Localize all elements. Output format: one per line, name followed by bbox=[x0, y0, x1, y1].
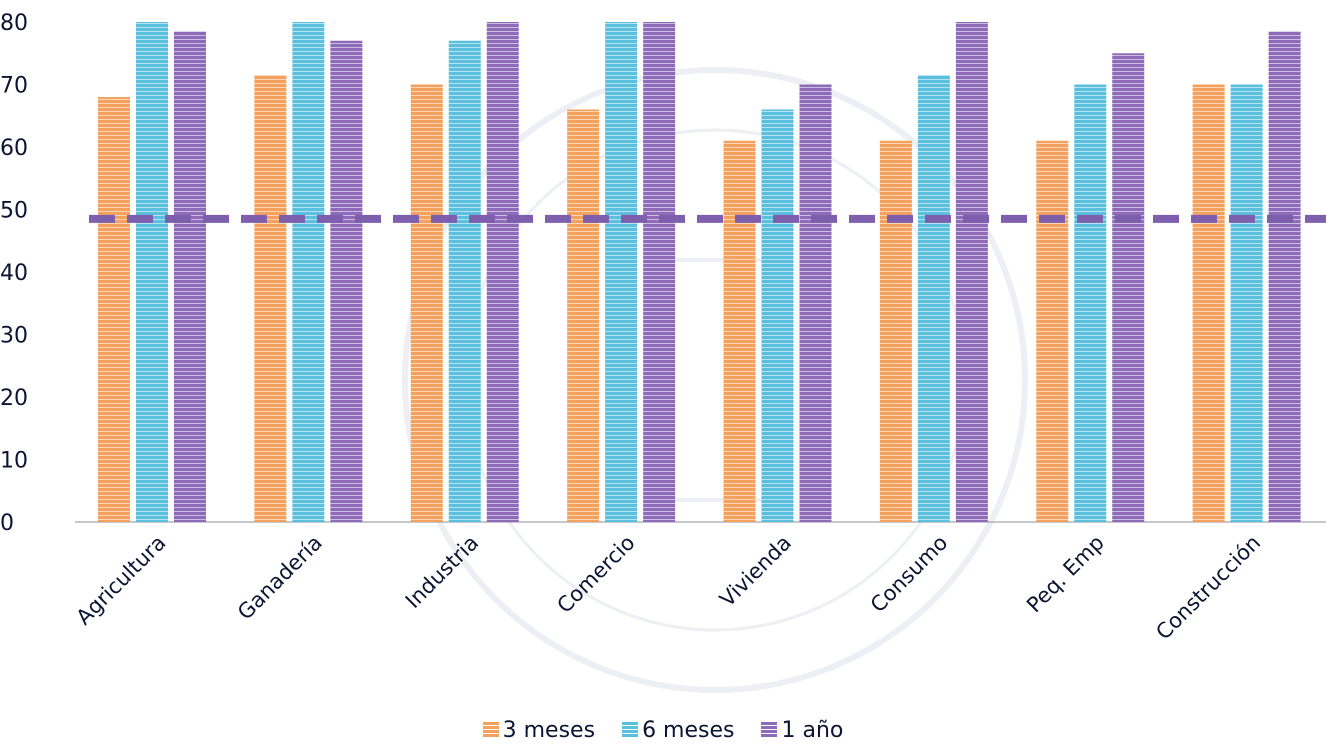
legend-item-1-ano: 1 año bbox=[761, 718, 843, 743]
y-tick-label: 40 bbox=[0, 261, 28, 286]
x-category-label: Comercio bbox=[552, 531, 639, 618]
y-tick-label: 60 bbox=[0, 136, 28, 161]
bar-6-meses bbox=[761, 109, 794, 522]
legend: 3 meses 6 meses 1 año bbox=[0, 718, 1326, 743]
y-tick-label: 20 bbox=[0, 386, 28, 411]
bar-3-meses bbox=[410, 84, 443, 522]
legend-item-6-meses: 6 meses bbox=[622, 718, 734, 743]
legend-swatch bbox=[761, 722, 778, 738]
x-category-label: Vivienda bbox=[715, 531, 796, 612]
y-tick-label: 30 bbox=[0, 324, 28, 349]
x-category-label: Agricultura bbox=[72, 531, 171, 630]
legend-label: 3 meses bbox=[502, 718, 596, 743]
x-category-label: Construcción bbox=[1151, 531, 1265, 645]
bar-3-meses bbox=[567, 109, 600, 522]
y-tick-label: 50 bbox=[0, 199, 28, 224]
x-category-label: Peq. Emp bbox=[1022, 531, 1109, 618]
x-category-label: Industria bbox=[401, 531, 483, 613]
bar-chart: 0 10 20 30 40 50 60 70 80 Agricultura Ganadería In… bbox=[0, 11, 1326, 645]
category-labels: Agricultura Ganadería Industria Comercio Viv… bbox=[72, 531, 1266, 645]
y-tick-label: 70 bbox=[0, 74, 28, 99]
legend-label: 1 año bbox=[781, 718, 844, 743]
y-tick-label: 10 bbox=[0, 449, 28, 474]
bar-1-año bbox=[1112, 53, 1145, 522]
bar-3-meses bbox=[879, 140, 912, 522]
x-category-label: Ganadería bbox=[233, 531, 327, 625]
y-tick-label: 80 bbox=[0, 11, 28, 36]
bar-3-meses bbox=[1192, 84, 1225, 522]
bar-1-año bbox=[486, 22, 519, 522]
bar-1-año bbox=[643, 22, 676, 522]
bar-1-año bbox=[174, 31, 206, 522]
bar-3-meses bbox=[1036, 140, 1069, 522]
legend-label: 6 meses bbox=[642, 718, 735, 743]
bar-6-meses bbox=[448, 40, 481, 522]
bar-3-meses bbox=[98, 97, 130, 522]
bar-6-meses bbox=[1230, 84, 1263, 522]
bar-6-meses bbox=[917, 75, 950, 522]
bar-1-año bbox=[1268, 31, 1301, 522]
bars bbox=[98, 22, 1301, 522]
bar-6-meses bbox=[1074, 84, 1107, 522]
bar-6-meses bbox=[292, 22, 325, 522]
bar-1-año bbox=[330, 40, 363, 522]
legend-swatch bbox=[622, 722, 639, 738]
bar-1-año bbox=[955, 22, 988, 522]
bar-3-meses bbox=[254, 75, 287, 522]
bar-3-meses bbox=[723, 140, 756, 522]
bar-6-meses bbox=[605, 22, 638, 522]
y-tick-label: 0 bbox=[0, 511, 14, 536]
bar-6-meses bbox=[136, 22, 168, 522]
bar-1-año bbox=[799, 84, 832, 522]
y-axis: 0 10 20 30 40 50 60 70 80 bbox=[0, 11, 28, 536]
legend-item-3-meses: 3 meses bbox=[482, 718, 596, 743]
x-category-label: Consumo bbox=[866, 531, 953, 618]
legend-swatch bbox=[482, 722, 499, 738]
